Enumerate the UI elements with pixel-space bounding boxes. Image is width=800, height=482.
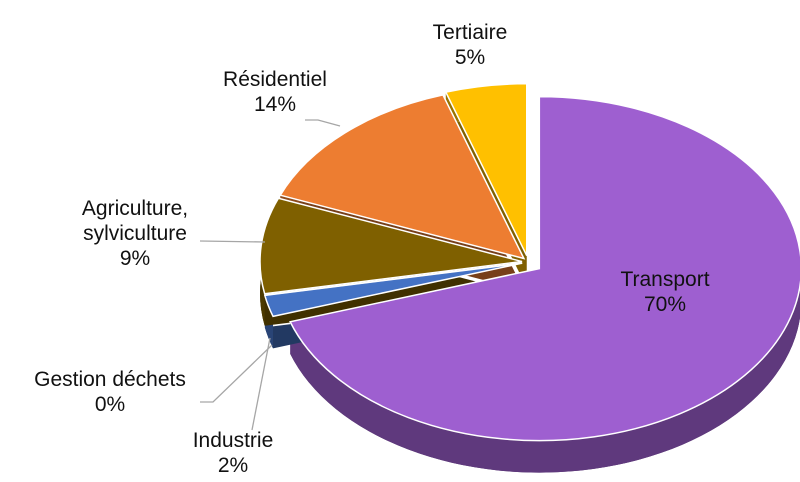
slice xyxy=(259,197,523,295)
data-label: Agriculture, sylviculture 9% xyxy=(60,196,210,272)
category-label: Tertiaire xyxy=(432,20,508,44)
leader-line xyxy=(305,119,341,127)
slice xyxy=(264,262,523,296)
category-label: Résidentiel xyxy=(223,67,327,91)
leader-line xyxy=(200,344,273,403)
value-label: 70% xyxy=(643,293,687,316)
value-label: 0% xyxy=(94,393,126,416)
category-label: Industrie xyxy=(192,428,274,452)
value-label: 14% xyxy=(253,93,297,116)
value-label: 5% xyxy=(454,46,486,69)
value-label: 2% xyxy=(217,454,249,477)
slice xyxy=(289,95,800,442)
slice xyxy=(279,94,526,260)
data-label: Transport 70% xyxy=(595,267,735,317)
data-label: Gestion déchets 0% xyxy=(0,367,220,417)
data-label: Tertiaire 5% xyxy=(410,20,530,70)
slice xyxy=(444,82,528,257)
leader-line xyxy=(251,337,271,431)
slices xyxy=(259,82,800,473)
leader-line xyxy=(199,240,266,243)
category-label: Transport xyxy=(620,267,710,291)
data-label: Industrie 2% xyxy=(173,428,293,478)
data-label: Résidentiel 14% xyxy=(205,67,345,117)
category-label: Gestion déchets xyxy=(34,367,186,391)
category-label: Agriculture, sylviculture xyxy=(81,197,189,246)
value-label: 9% xyxy=(119,247,151,271)
